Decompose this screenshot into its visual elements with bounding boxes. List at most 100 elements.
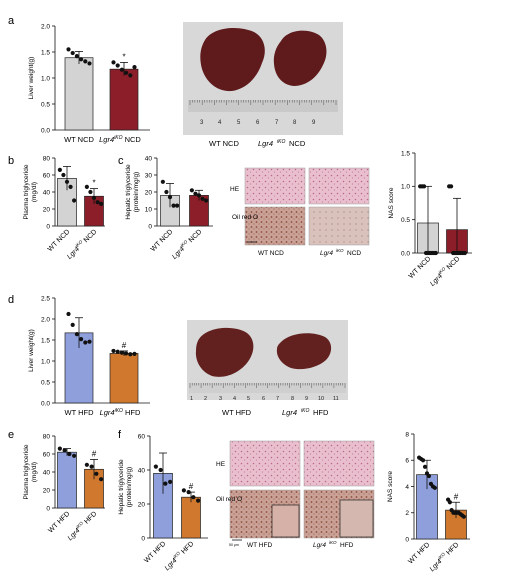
panel-label-c: c [118,155,124,167]
y-tick-label: 8 [405,431,409,438]
y-tick-label: 2.5 [41,295,50,302]
data-point [95,200,100,205]
y-axis-label: NAS score [388,187,395,218]
hist-label-lgr4: Lgr4 [313,542,326,549]
data-point [196,193,202,198]
data-point [119,350,124,355]
histology-grid-ncd [244,167,370,246]
category-label: WT NCD [150,228,175,253]
data-point [68,184,73,189]
hist-label-lgr4: Lgr4 [320,250,333,257]
y-tick-label: 4 [405,484,409,491]
category-label: WT NCD [64,135,94,144]
bar [109,353,139,404]
data-point [448,184,454,189]
hist-label-iko: iKO [329,540,337,545]
ruler-num-3: 3 [200,120,204,126]
data-point [83,59,88,64]
photo-label-lgr4: Lgr4 [258,139,273,148]
data-point [87,61,92,66]
ruler-num-11: 11 [333,396,339,402]
y-axis-label: (mg/dl) [31,182,38,202]
histology-oil-ko-ncd [308,206,370,246]
chart-d-liver-weight-hfd: 0.0 0.5 1.0 1.5 2.0 2.5 Liver weight(g) WT HFD #… [28,295,150,417]
ruler-num-1: 1 [190,396,193,402]
y-tick-label: 0.0 [41,127,50,134]
y-axis-label: Plasma triglyceride [23,444,30,499]
y-tick-label: 20 [138,501,146,508]
photo-label-hfd: HFD [313,408,329,417]
data-point [74,54,79,59]
data-point [132,351,137,356]
ruler-num-5: 5 [247,396,250,402]
category-label: Lgr4iKO HFD [427,540,460,573]
data-point [115,63,120,68]
category-label: Lgr4iKO HFD [65,509,98,542]
chart-a-liver-weight-ncd: 0.0 0.5 1.0 1.5 2.0 Liver weight(g) WT NCD * Lgr… [28,23,150,144]
data-point [422,464,428,469]
ruler-ticks [189,383,346,388]
chart-f-nas-score-hfd: 0 2 4 6 8 NAS score WT HFD # Lgr4iKO HFD [387,431,470,573]
y-tick-label: 10 [145,206,153,213]
row-label-oil: Oil red O [232,214,258,221]
ruler-num-7: 7 [276,396,279,402]
ruler-ticks [189,100,337,105]
data-point [64,179,70,184]
data-point [171,203,176,208]
ruler-num-4: 4 [233,396,236,402]
data-point [132,64,137,70]
hist-label-wt-hfd: WT HFD [247,542,272,549]
photo-label-wt-ncd: WT NCD [209,139,239,148]
category-label: Lgr4iKO HFD [162,539,195,572]
liver-photo-hfd: 1 2 3 4 5 6 7 8 9 10 11 [187,320,348,402]
y-tick-label: 40 [43,189,51,196]
data-point [99,201,104,206]
data-point [74,332,79,337]
y-tick-label: 1.5 [41,337,50,344]
data-point [72,198,77,203]
data-point [94,471,99,476]
data-point [462,250,467,256]
data-point [128,352,133,357]
category-label: WT NCD [47,228,72,253]
ruler-num-4: 4 [218,120,222,126]
histology-he-ko-hfd [303,440,375,487]
row-label-he: HE [230,186,240,193]
photo-label-iko: iKO [277,139,285,145]
y-tick-label: 2.0 [41,316,50,323]
y-tick-label: 0.0 [41,400,50,407]
y-tick-label: 40 [43,469,51,476]
hist-label-wt-ncd: WT NCD [258,250,284,257]
data-point [433,250,438,256]
inset-ko-hfd [339,499,374,538]
data-point [79,337,84,342]
liver-ko-hfd [276,333,332,370]
category-label: Lgr4iKO HFD [100,408,141,417]
ruler-num-10: 10 [318,396,324,402]
liver-wt-ncd [200,28,265,92]
ruler [188,100,338,112]
data-point [111,60,116,65]
data-point [88,189,93,195]
data-point [70,322,75,327]
y-tick-label: 1.5 [41,49,50,56]
y-axis-label: Liver weight(g) [28,329,35,372]
data-point [181,488,186,493]
y-tick-label: 40 [145,155,153,162]
chart-b-plasma-tg-ncd: 0 20 40 60 80 Plasma triglyceride (mg/dl) WT NC… [23,155,105,261]
y-tick-label: 80 [43,155,51,162]
histology-he-ko-ncd [308,167,370,205]
photo-label-ncd: NCD [289,139,306,148]
histology-oil-wt-ncd [244,206,306,246]
bar [109,68,139,131]
data-point [119,67,124,72]
category-label: WT HFD [64,408,94,417]
data-point [67,451,72,457]
category-label: Lgr4iKO NCD [99,135,141,144]
significance-mark: * [122,52,125,61]
y-tick-label: 0 [148,223,152,230]
y-tick-label: 0.5 [41,379,50,386]
data-point [200,196,205,201]
y-tick-label: 60 [138,433,146,440]
